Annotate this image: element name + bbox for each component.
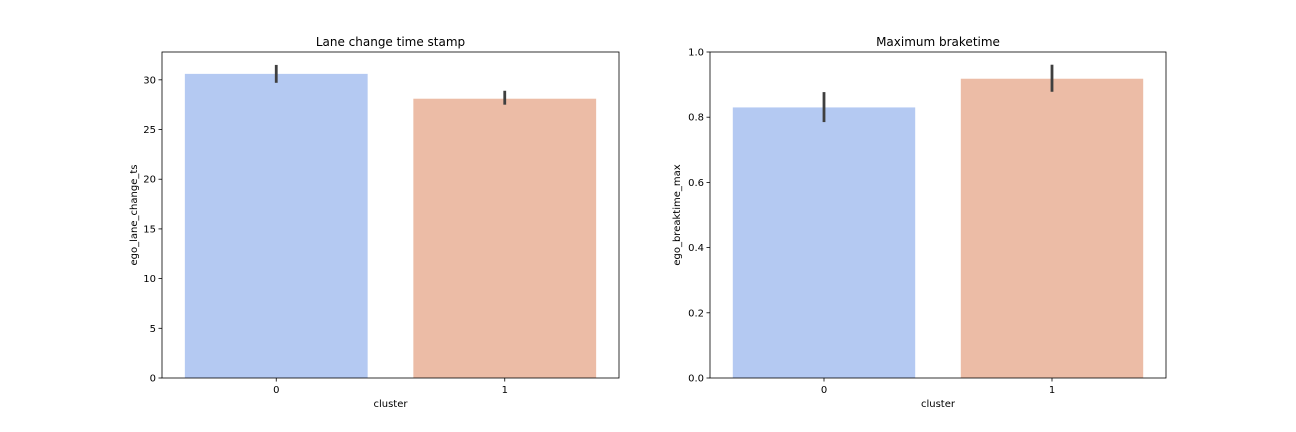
x-tick-label: 1 (1049, 385, 1055, 396)
y-tick-label: 0.2 (688, 308, 704, 319)
y-tick-label: 25 (143, 125, 156, 136)
x-axis-label: cluster (373, 399, 408, 410)
y-axis-ticks: 0.0 0.2 0.4 0.6 0.8 1.0 (688, 48, 710, 385)
x-tick-label: 1 (502, 385, 508, 396)
y-tick-label: 0.6 (688, 178, 704, 189)
axes-frame (161, 51, 620, 379)
bar-cluster-1 (413, 98, 597, 379)
bar-cluster-1 (960, 78, 1144, 378)
y-tick-label: 0.8 (688, 113, 704, 124)
y-tick-label: 0.4 (688, 243, 704, 254)
bar-cluster-0 (184, 73, 368, 379)
bars-group (732, 64, 1144, 379)
y-axis-ticks: 0 5 10 15 20 25 30 (143, 75, 162, 385)
x-axis-label: cluster (921, 399, 956, 410)
axes-frame (709, 51, 1167, 379)
y-tick-label: 20 (143, 175, 156, 186)
y-tick-label: 30 (143, 75, 156, 86)
y-tick-label: 0 (150, 374, 156, 385)
chart-title: Lane change time stamp (316, 35, 465, 49)
chart-title: Maximum braketime (876, 35, 1000, 49)
y-tick-label: 10 (143, 274, 156, 285)
y-axis-label: ego_breaktime_max (672, 164, 683, 265)
y-axis-label: ego_lane_change_ts (129, 165, 140, 266)
y-tick-label: 5 (150, 324, 156, 335)
x-tick-label: 0 (821, 385, 827, 396)
y-tick-label: 1.0 (688, 48, 704, 59)
y-tick-label: 0.0 (688, 374, 704, 385)
bar-cluster-0 (732, 107, 916, 379)
x-tick-label: 0 (273, 385, 279, 396)
bars-group (184, 64, 597, 379)
y-tick-label: 15 (143, 224, 156, 235)
